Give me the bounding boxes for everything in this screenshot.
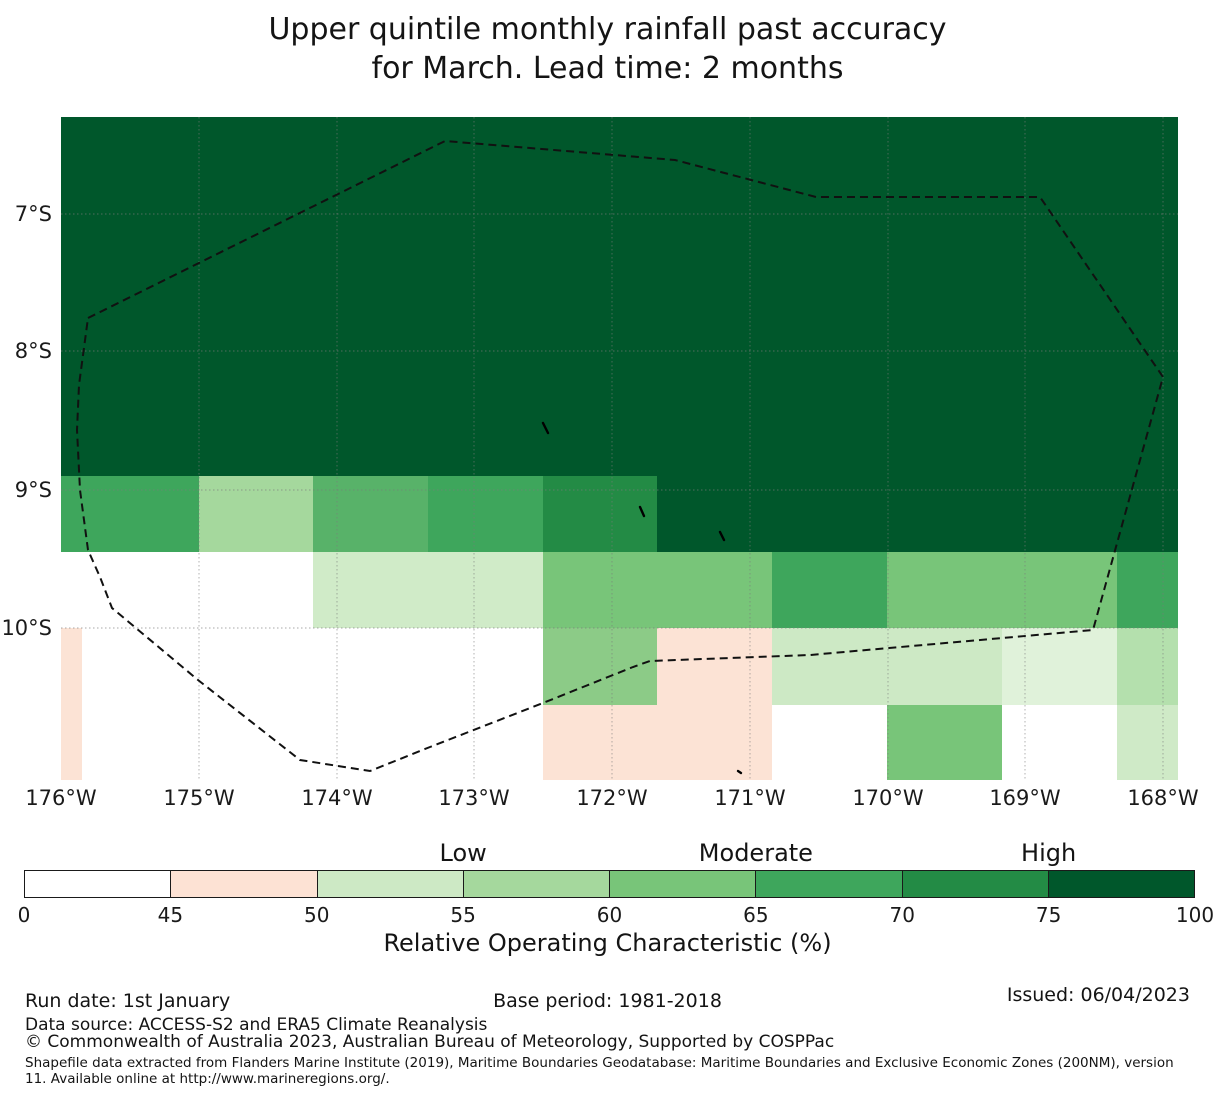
base-period-text: Base period: 1981-2018 — [493, 990, 722, 1012]
x-tick-label: 174°W — [301, 786, 373, 810]
y-tick-label: 10°S — [1, 616, 52, 640]
map-cell — [887, 705, 1002, 780]
map-cell — [1002, 628, 1117, 705]
y-tick-label: 7°S — [14, 202, 52, 226]
x-tick-label: 172°W — [576, 786, 648, 810]
map-cell — [1117, 628, 1178, 705]
colorbar-bin — [755, 871, 902, 897]
colorbar-category-label: Low — [439, 839, 487, 867]
colorbar-tick-label: 70 — [889, 903, 915, 927]
map-cell — [543, 552, 772, 628]
map-cell — [772, 628, 1002, 705]
map-cell — [199, 476, 313, 552]
map-cell — [543, 628, 657, 705]
island-mark — [736, 769, 743, 775]
lat-lon-gridlines — [61, 117, 1178, 780]
x-tick-label: 175°W — [163, 786, 235, 810]
map-cell — [313, 552, 543, 628]
colorbar-tick-label: 100 — [1175, 903, 1215, 927]
data-source-text: Data source: ACCESS-S2 and ERA5 Climate … — [25, 1015, 488, 1035]
map-cell — [61, 628, 82, 780]
copyright-text: © Commonwealth of Australia 2023, Austra… — [25, 1032, 835, 1052]
issued-date-text: Issued: 06/04/2023 — [1006, 984, 1190, 1006]
colorbar-bin — [170, 871, 317, 897]
title-line-2: for March. Lead time: 2 months — [371, 51, 844, 86]
run-date-text: Run date: 1st January — [25, 990, 231, 1012]
y-tick-label: 8°S — [14, 339, 52, 363]
map-cell — [61, 117, 1178, 476]
colorbar-axis-label: Relative Operating Characteristic (%) — [383, 929, 832, 957]
colorbar-bin — [609, 871, 756, 897]
colorbar-bin — [316, 871, 463, 897]
title-line-1: Upper quintile monthly rainfall past acc… — [268, 12, 947, 47]
y-tick-label: 9°S — [14, 478, 52, 502]
x-tick-label: 169°W — [989, 786, 1061, 810]
x-tick-label: 168°W — [1127, 786, 1199, 810]
map-cell — [772, 552, 887, 628]
colorbar-tick-label: 75 — [1035, 903, 1062, 927]
island-marks — [541, 421, 743, 775]
island-mark — [718, 530, 726, 542]
colorbar-category-label: Moderate — [698, 839, 813, 867]
colorbar-tick-label: 65 — [743, 903, 769, 927]
map-cell — [657, 628, 772, 780]
colorbar-tick-label: 45 — [157, 903, 184, 927]
map-cell — [1117, 552, 1178, 628]
x-tick-label: 170°W — [852, 786, 924, 810]
map-cell — [313, 476, 428, 552]
colorbar-tick-label: 50 — [304, 903, 330, 927]
colorbar-tick-label: 60 — [596, 903, 623, 927]
colorbar-category-label: High — [1021, 839, 1077, 867]
x-tick-label: 176°W — [25, 786, 97, 810]
colorbar-tick-label: 0 — [17, 903, 31, 927]
x-tick-label: 173°W — [438, 786, 510, 810]
colorbar-tick-label: 55 — [450, 903, 476, 927]
map-overlay-svg — [61, 117, 1178, 780]
colorbar — [24, 870, 1195, 898]
colorbar-bin — [901, 871, 1048, 897]
eez-boundary-dashed-line — [75, 139, 1165, 773]
island-mark — [638, 505, 646, 518]
colorbar-bin — [462, 871, 609, 897]
rainfall-accuracy-map — [61, 117, 1178, 780]
map-cell — [657, 476, 1178, 552]
island-mark — [541, 421, 550, 435]
map-cell — [543, 705, 657, 780]
map-cell — [61, 476, 199, 552]
x-tick-label: 171°W — [714, 786, 786, 810]
map-cell — [887, 552, 1117, 628]
shapefile-attribution-text: Shapefile data extracted from Flanders M… — [25, 1055, 1174, 1087]
page-title: Upper quintile monthly rainfall past acc… — [0, 10, 1215, 88]
colorbar-bin — [1047, 871, 1194, 897]
map-cell — [1117, 705, 1178, 780]
colorbar-bin — [25, 871, 171, 897]
map-cell — [428, 476, 543, 552]
map-cell — [543, 476, 657, 552]
